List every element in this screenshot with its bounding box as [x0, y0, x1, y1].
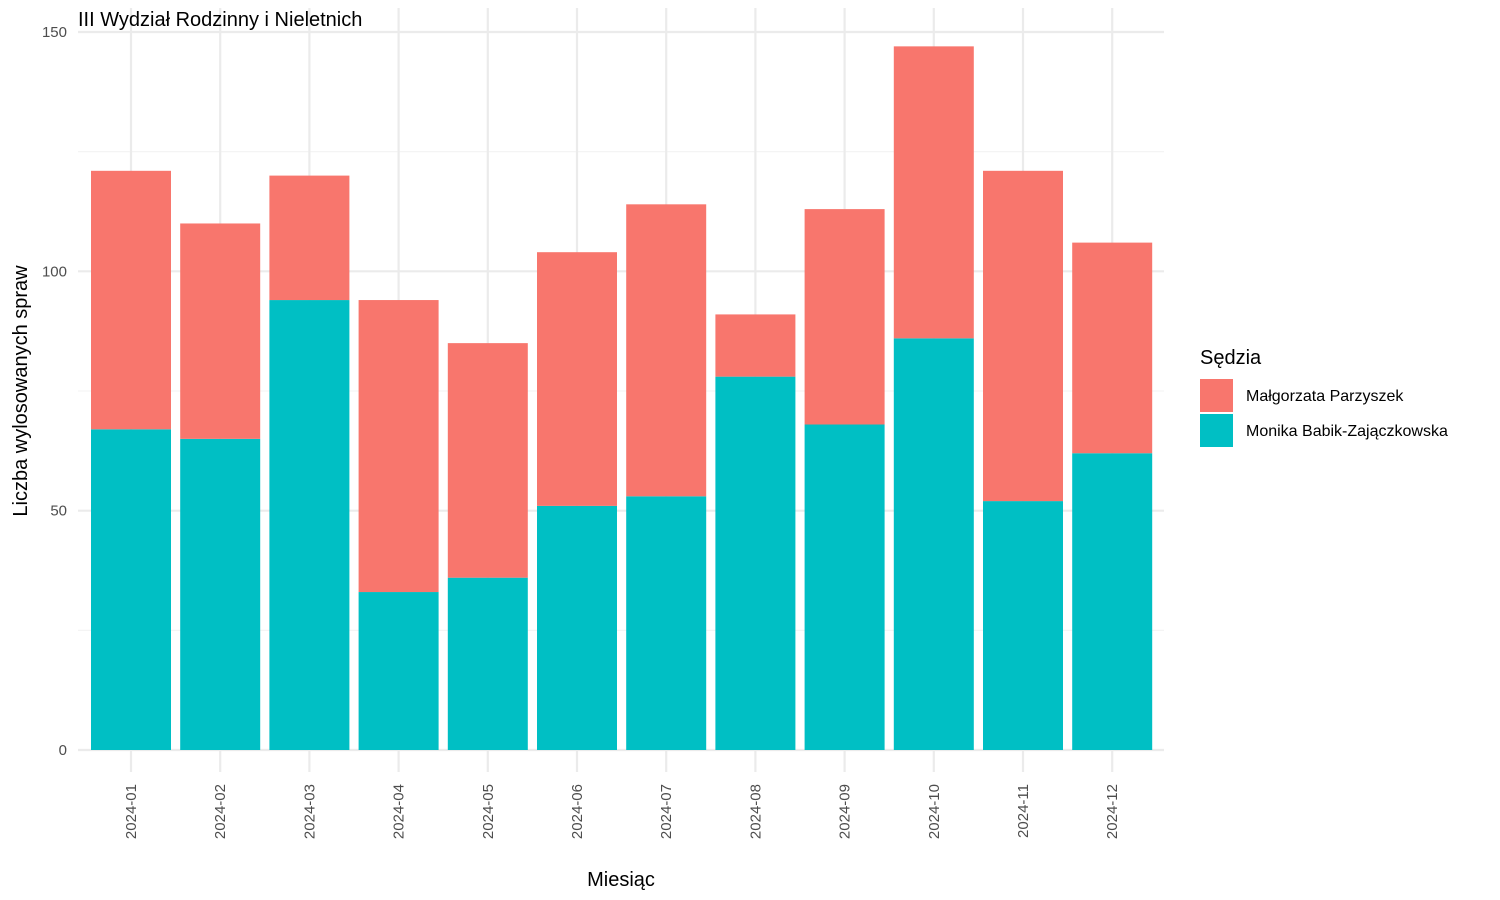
x-axis-title: Miesiąc	[587, 869, 655, 891]
bar-segment	[893, 46, 974, 339]
bar-segment	[1072, 453, 1153, 750]
legend-key	[1200, 414, 1233, 447]
x-tick-label: 2024-09	[837, 784, 854, 839]
bar-segment	[804, 424, 885, 750]
y-tick-labels: 0 50 100 150	[42, 24, 67, 759]
y-tick-label: 100	[42, 263, 67, 280]
y-tick-label: 150	[42, 24, 67, 41]
y-axis-title: Liczba wylosowanych spraw	[10, 265, 32, 517]
bar-segment	[893, 338, 974, 750]
bar-segment	[537, 252, 617, 506]
legend: Sędzia Małgorzata Parzyszek Monika Babik-…	[1200, 347, 1448, 447]
bar-segment	[180, 223, 261, 439]
x-tick-label: 2024-08	[747, 784, 764, 839]
x-tick-label: 2024-10	[926, 784, 943, 839]
bar-segment	[715, 376, 796, 750]
x-tick-label: 2024-07	[658, 784, 675, 839]
x-tick-label: 2024-03	[301, 784, 318, 839]
bar-segment	[537, 505, 617, 750]
legend-label: Małgorzata Parzyszek	[1246, 388, 1404, 405]
bar-segment	[715, 314, 796, 377]
chart-title: III Wydział Rodzinny i Nieletnich	[78, 9, 362, 31]
x-tick-label: 2024-06	[569, 784, 586, 839]
x-tick-label: 2024-04	[391, 784, 408, 839]
bars	[91, 46, 1153, 750]
legend-key	[1200, 379, 1233, 412]
bar-segment	[1072, 242, 1153, 454]
x-tick-label: 2024-02	[212, 784, 229, 839]
x-tick-label: 2024-11	[1015, 784, 1032, 838]
bar-segment	[447, 577, 528, 750]
bar-segment	[180, 438, 261, 750]
bar-segment	[804, 209, 885, 425]
bar-segment	[447, 343, 528, 578]
x-tick-labels: 2024-01 2024-02 2024-03 2024-04 2024-05 2024-…	[123, 784, 1121, 839]
bar-segment	[358, 592, 439, 750]
y-tick-label: 50	[50, 503, 67, 520]
y-tick-label: 0	[59, 742, 67, 759]
legend-title: Sędzia	[1200, 347, 1262, 369]
bar-segment	[269, 300, 350, 750]
bar-segment	[91, 429, 171, 750]
bar-segment	[626, 204, 707, 497]
bar-segment	[983, 170, 1063, 502]
bar-segment	[269, 175, 350, 301]
x-tick-label: 2024-05	[480, 784, 497, 839]
x-tick-label: 2024-12	[1104, 784, 1121, 839]
legend-label: Monika Babik-Zajączkowska	[1246, 423, 1448, 440]
bar-segment	[358, 300, 439, 593]
x-tick-label: 2024-01	[123, 784, 140, 839]
bar-segment	[626, 496, 707, 750]
bar-segment	[983, 501, 1063, 750]
bar-segment	[91, 170, 171, 430]
